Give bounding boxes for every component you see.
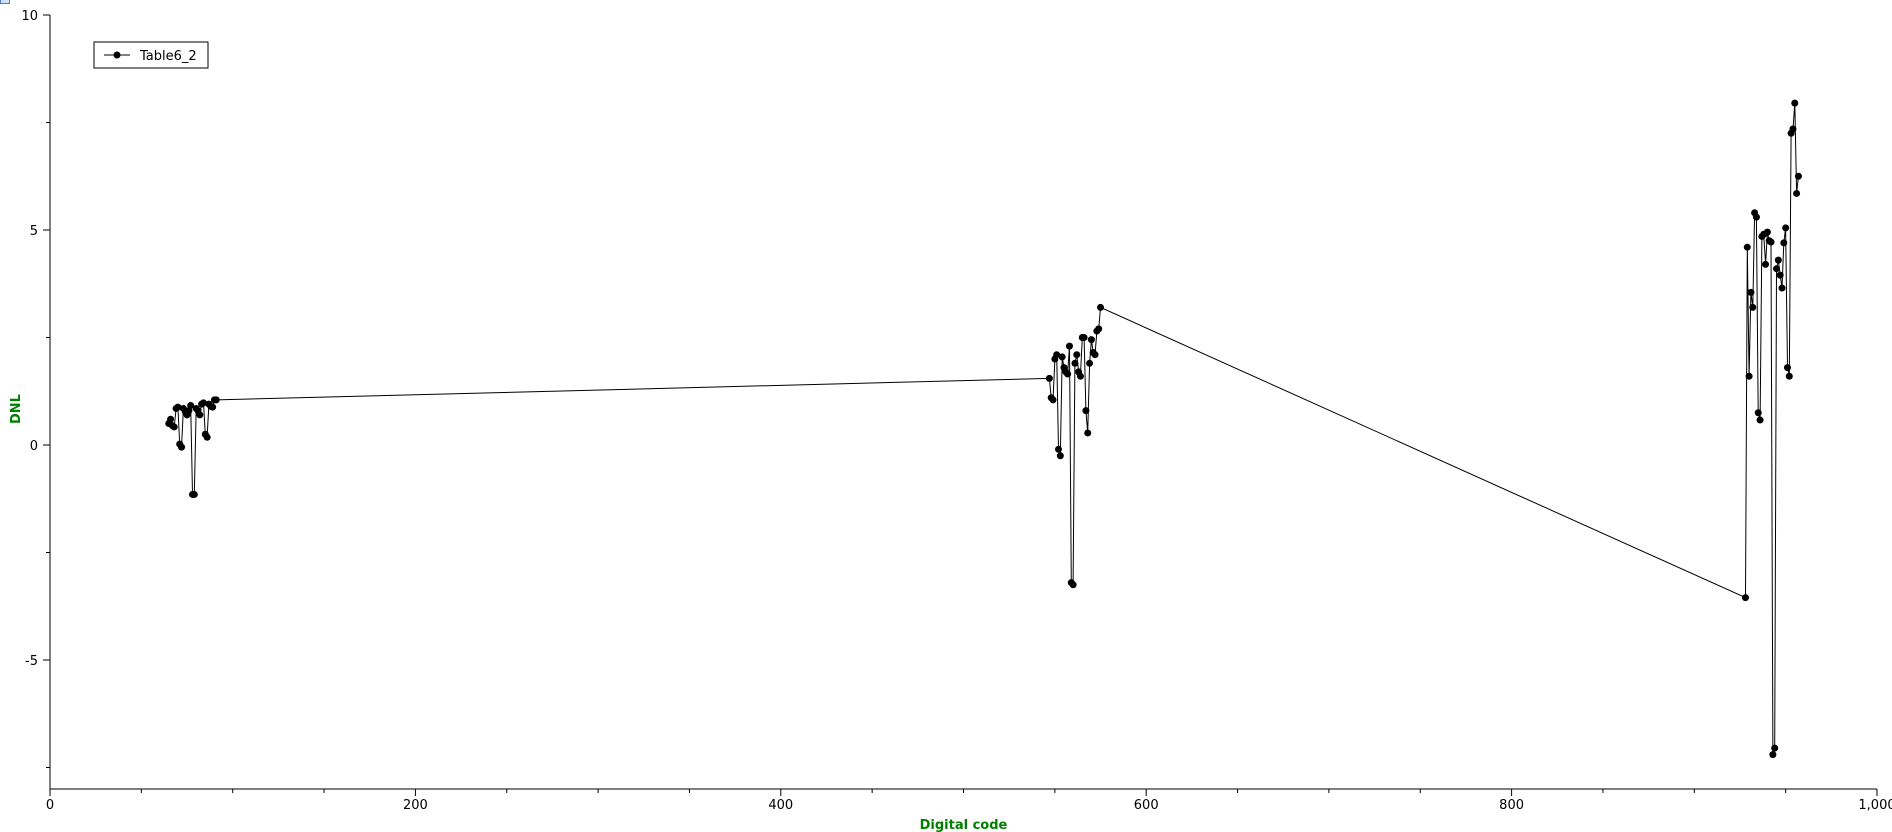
- data-point: [1769, 751, 1777, 759]
- series-line: [168, 103, 1799, 755]
- data-point: [1794, 172, 1802, 180]
- data-point: [1778, 284, 1786, 292]
- legend-box: [93, 41, 209, 69]
- data-point: [1071, 359, 1079, 367]
- legend-label: Table6_2: [139, 49, 197, 64]
- data-point: [1743, 243, 1751, 251]
- y-axis-ticks: -5 0 5 10: [21, 9, 50, 768]
- data-point: [203, 433, 211, 441]
- data-point: [209, 403, 217, 411]
- data-point: [1082, 407, 1090, 415]
- data-point: [1073, 351, 1081, 359]
- data-point: [1789, 125, 1797, 133]
- data-point: [178, 443, 186, 451]
- data-point: [1763, 228, 1771, 236]
- y-tick-label: 5: [30, 224, 38, 239]
- x-tick-label: 600: [1134, 798, 1159, 813]
- data-point: [170, 423, 178, 431]
- chart-axes: [49, 15, 1877, 790]
- data-point: [1754, 409, 1762, 417]
- x-axis-title: Digital code: [920, 818, 1008, 832]
- data-point: [1086, 359, 1094, 367]
- series-group: [165, 99, 1802, 759]
- data-point: [1095, 325, 1103, 333]
- data-point: [1747, 288, 1755, 296]
- data-point: [1791, 99, 1799, 107]
- data-point: [212, 396, 220, 404]
- data-point: [196, 411, 204, 419]
- x-tick-label: 1,000: [1858, 798, 1892, 813]
- data-point: [1045, 374, 1053, 382]
- data-point: [174, 403, 182, 411]
- data-point: [1064, 370, 1072, 378]
- data-point: [1774, 256, 1782, 264]
- data-point: [1091, 351, 1099, 359]
- data-point: [1097, 303, 1105, 311]
- data-point: [1053, 351, 1061, 359]
- data-point: [1782, 224, 1790, 232]
- y-tick-label: 0: [30, 439, 38, 454]
- data-point: [1785, 372, 1793, 380]
- data-point: [1780, 239, 1788, 247]
- data-point: [1076, 372, 1084, 380]
- data-point: [199, 399, 207, 407]
- data-point: [1745, 372, 1753, 380]
- data-point: [1783, 364, 1791, 372]
- x-tick-label: 0: [46, 798, 54, 813]
- legend: Table6_2: [93, 41, 209, 69]
- data-point: [167, 415, 175, 423]
- data-point: [1069, 581, 1077, 589]
- data-point: [1065, 342, 1073, 350]
- x-tick-label: 400: [768, 798, 793, 813]
- y-tick-label: -5: [25, 654, 38, 669]
- data-point: [1762, 260, 1770, 268]
- data-point: [1058, 353, 1066, 361]
- data-point: [1771, 744, 1779, 752]
- data-point: [1087, 336, 1095, 344]
- data-point: [1056, 452, 1064, 460]
- data-point: [1084, 429, 1092, 437]
- data-point: [187, 401, 195, 409]
- y-axis-title: DNL: [9, 394, 24, 424]
- data-point: [1749, 303, 1757, 311]
- data-point: [1776, 271, 1784, 279]
- data-point: [1055, 445, 1063, 453]
- data-point: [1049, 396, 1057, 404]
- corner-selection-mark: [0, 0, 10, 4]
- y-tick-label: 10: [21, 9, 38, 24]
- x-axis-ticks: 0 200 400 600 800 1,000: [46, 789, 1892, 813]
- legend-marker: [113, 51, 121, 59]
- data-point: [1756, 416, 1764, 424]
- data-point: [1773, 265, 1781, 273]
- x-tick-label: 800: [1499, 798, 1524, 813]
- x-tick-label: 200: [403, 798, 428, 813]
- data-point: [1080, 334, 1088, 341]
- data-point: [1793, 189, 1801, 197]
- data-point: [1752, 213, 1760, 221]
- data-point: [190, 490, 198, 498]
- data-point: [1767, 238, 1775, 246]
- data-point: [1741, 594, 1749, 602]
